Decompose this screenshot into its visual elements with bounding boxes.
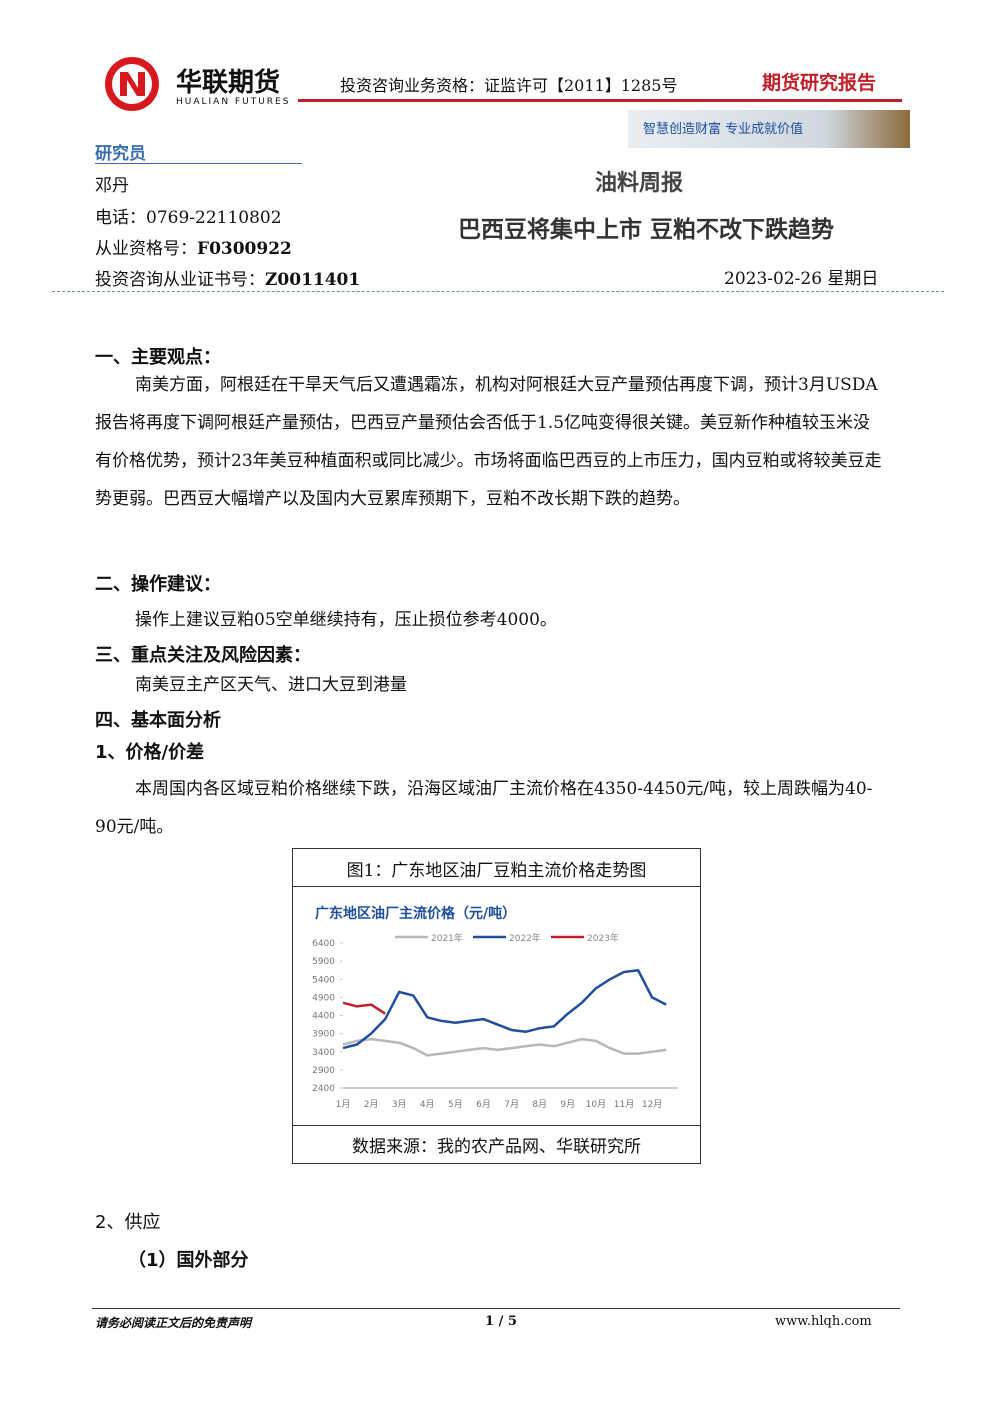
- paragraph: 操作上建议豆粕05空单继续持有，压止损位参考4000。: [135, 610, 557, 630]
- series-line: [342, 1037, 667, 1057]
- x-tick-label: 7月: [504, 1099, 519, 1110]
- section-heading: 2、供应: [95, 1212, 161, 1233]
- advisor-label: 投资咨询从业证书号：: [95, 270, 265, 290]
- x-tick-label: 10月: [586, 1099, 606, 1110]
- x-tick-label: 9月: [560, 1099, 575, 1110]
- x-tick-label: 11月: [614, 1099, 634, 1110]
- figure: [292, 848, 701, 1164]
- y-tick-label: 6400: [312, 939, 335, 949]
- slogan-banner: [628, 110, 910, 148]
- y-tick-label: 5400: [312, 975, 335, 985]
- logo: [105, 57, 159, 111]
- figure-caption: 图1：广东地区油厂豆粕主流价格走势图: [346, 861, 647, 881]
- section-heading: 三、重点关注及风险因素：: [95, 645, 311, 666]
- license: 从业资格号：F0300922: [95, 234, 292, 259]
- rule: [95, 163, 302, 164]
- chart: 广东地区油厂主流价格（元/吨） 2021年 2022年 2023年 2400 2900 34…: [312, 905, 678, 1110]
- chart-title: 广东地区油厂主流价格（元/吨）: [315, 905, 516, 922]
- page-number: 1 / 5: [485, 1314, 517, 1329]
- y-tick-label: 3900: [312, 1030, 335, 1040]
- advisor: 投资咨询从业证书号：Z0011401: [95, 265, 360, 290]
- section-heading: 二、操作建议：: [95, 574, 221, 595]
- researcher-name: 邓丹: [95, 176, 129, 196]
- license-number: F0300922: [197, 239, 292, 259]
- figure-source: 数据来源：我的农产品网、华联研究所: [352, 1137, 641, 1157]
- report-category: 油料周报: [595, 171, 684, 196]
- x-tick-label: 6月: [476, 1099, 491, 1110]
- license-label: 从业资格号：: [95, 239, 197, 259]
- paragraph: 南美方面，阿根廷在干旱天气后又遭遇霜冻，机构对阿根廷大豆产量预估再度下调，预计3…: [95, 375, 882, 509]
- researcher-label: 研究员: [95, 144, 146, 164]
- x-tick-label: 4月: [420, 1099, 435, 1110]
- company: 华联期货: [176, 68, 281, 98]
- legend-label: 2023年: [587, 932, 619, 944]
- section-heading: 四、基本面分析: [95, 710, 221, 731]
- x-tick-label: 2月: [364, 1099, 379, 1110]
- rule: [92, 1308, 900, 1309]
- series-line: [342, 968, 667, 1050]
- rule: [292, 1125, 701, 1126]
- x-tick-label: 12月: [642, 1099, 662, 1110]
- disclaimer: 请务必阅读正文后的免责声明: [95, 1316, 252, 1330]
- headline: 巴西豆将集中上市 豆粕不改下跌趋势: [458, 217, 835, 243]
- y-tick-label: 5900: [312, 957, 335, 967]
- paragraph: 南美豆主产区天气、进口大豆到港量: [135, 675, 407, 695]
- rule: [52, 291, 944, 292]
- x-tick-label: 8月: [532, 1099, 547, 1110]
- report-type: 期货研究报告: [762, 72, 877, 94]
- header-rule: [298, 99, 902, 102]
- x-tick-label: 3月: [392, 1099, 407, 1110]
- y-tick-label: 4400: [312, 1012, 335, 1022]
- section-heading: （1）国外部分: [128, 1250, 249, 1271]
- rule: [292, 886, 701, 887]
- x-tick-label: 5月: [448, 1099, 463, 1110]
- company-en: HUALIAN FUTURES: [176, 97, 291, 107]
- advisor-number: Z0011401: [265, 270, 361, 290]
- slogan: 智慧创造财富 专业成就价值: [643, 122, 804, 137]
- y-tick-label: 3400: [312, 1048, 335, 1058]
- y-tick-label: 4900: [312, 993, 335, 1003]
- section-heading: 一、主要观点：: [95, 347, 221, 368]
- phone: 电话：0769-22110802: [95, 208, 282, 228]
- y-tick-label: 2400: [312, 1084, 335, 1094]
- x-tick-label: 1月: [336, 1099, 351, 1110]
- section-heading: 1、价格/价差: [95, 742, 205, 763]
- qualification: 投资咨询业务资格：证监许可【2011】1285号: [340, 76, 678, 95]
- y-tick-label: 2900: [312, 1066, 335, 1076]
- paragraph: 本周国内各区域豆粕价格继续下跌，沿海区域油厂主流价格在4350-4450元/吨，…: [95, 779, 873, 837]
- legend-label: 2021年: [431, 932, 463, 944]
- series-line: [342, 1001, 386, 1015]
- legend-label: 2022年: [509, 932, 541, 944]
- website: www.hlqh.com: [775, 1314, 872, 1329]
- date: 2023-02-26 星期日: [724, 269, 879, 289]
